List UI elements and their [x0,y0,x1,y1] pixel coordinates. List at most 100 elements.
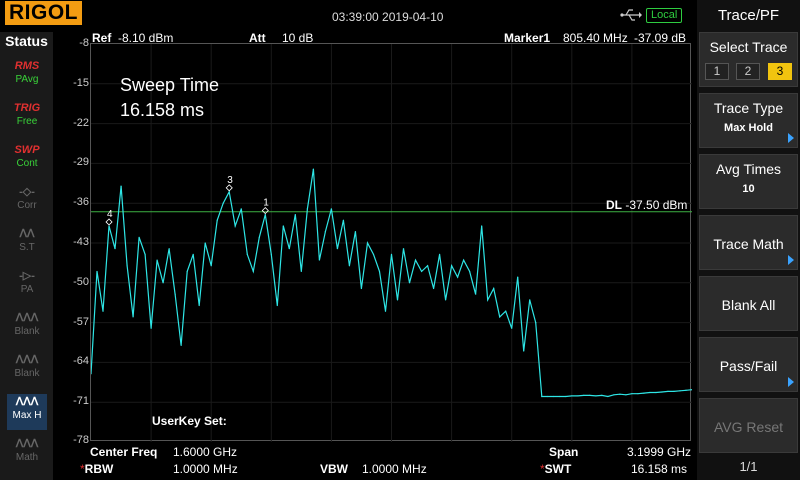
trace-point [102,310,104,312]
y-tick-label: -22 [73,117,89,129]
trace-point [601,394,603,396]
trace-point [204,242,206,244]
signal-track-status[interactable]: ᐱᐱ S.T [7,226,47,262]
avg-reset-button[interactable]: AVG Reset [699,398,798,453]
status-label: Cont [16,158,38,169]
trace-point [655,391,657,394]
trace-point [493,287,495,290]
trace-point [631,393,633,395]
submenu-arrow-icon [788,133,794,143]
preamp-status[interactable]: -▷- PA [7,268,47,304]
status-label: Max H [12,410,42,421]
trace-point [246,253,248,255]
status-label: PA [20,284,34,295]
spectrum-canvas: 1 3 4 [91,44,692,442]
trace-point [691,389,692,391]
trace-math-button[interactable]: Trace Math [699,215,798,270]
trace1-status[interactable]: ᐱᐱᐱ Blank [7,310,47,346]
corr-status[interactable]: -◇- Corr [7,184,47,220]
math-status[interactable]: ᐱᐱᐱ Math [7,436,47,472]
trace-point [312,168,314,170]
vbw-label: VBW [320,462,348,476]
trace-type-label: Trace Type [713,100,784,116]
trace-point [420,270,423,273]
blank-all-button[interactable]: Blank All [699,276,798,331]
trace-option-2[interactable]: 2 [736,63,760,80]
marker-label: Marker1 [504,31,551,45]
ref-label: Ref [92,31,112,45]
status-label: Corr [17,200,37,211]
marker-label: 4 [107,209,113,220]
rbw-value: 1.0000 MHz [173,462,238,476]
signal-track-icon: ᐱᐱ [19,228,35,240]
trace-option-3[interactable]: 3 [768,63,792,80]
trace-option-1[interactable]: 1 [705,63,729,80]
trace-point [613,394,615,396]
trace-point [457,276,459,278]
trace-point [186,270,188,273]
status-label: Blank [14,368,40,379]
trace-point [270,253,272,255]
trace-point [216,219,218,221]
trace-point [360,287,363,290]
trace-point [607,395,609,398]
trace-point [463,259,465,261]
trace-point [132,316,134,318]
trace-point [517,276,519,278]
ref-value: -8.10 dBm [118,31,174,45]
rms-pavg-status[interactable]: RMS PAvg [7,58,47,94]
trace-point [487,299,489,301]
y-tick-label: -36 [73,196,89,208]
status-label: PAvg [15,74,39,85]
y-tick-label: -64 [73,355,89,367]
trace-point [535,322,537,324]
y-tick-label: -15 [73,77,89,89]
trace-point [348,265,351,267]
trace-point [114,248,116,250]
trace-point [91,373,92,375]
sweep-status[interactable]: SWP Cont [7,142,47,178]
trace-point [679,390,681,392]
trace-point [444,299,447,301]
trace-point [438,253,441,255]
y-tick-label: -43 [73,236,89,248]
trace-point [222,202,224,204]
trace-point [541,395,543,398]
local-badge[interactable]: Local [646,8,683,23]
trace2-status[interactable]: ᐱᐱᐱ Blank [7,352,47,388]
trace-point [402,248,405,250]
trace-point [643,392,645,394]
span-label: Span [549,445,579,459]
select-trace-button[interactable]: Select Trace 1 2 3 [699,32,798,87]
trace-point [673,390,675,392]
trace-point [354,231,357,233]
trace-point [571,395,573,397]
trace-point [451,265,453,267]
trace-maxhold-icon: ᐱᐱᐱ [15,396,39,408]
status-label: Blank [14,326,40,337]
trace-point [511,327,513,329]
trace-point [234,225,236,227]
avg-times-button[interactable]: Avg Times 10 [699,154,798,209]
select-trace-label: Select Trace [709,39,788,55]
trace-point [559,395,561,398]
trace-type-button[interactable]: Trace Type Max Hold [699,93,798,148]
sweep-icon: SWP [14,144,40,156]
pass-fail-button[interactable]: Pass/Fail [699,337,798,392]
trace-point [583,394,585,396]
trace-point [366,242,369,244]
marker-diamond [261,207,269,215]
trig-status[interactable]: TRIG Free [7,100,47,136]
trace-point [685,389,687,391]
trace-point [589,394,591,396]
spectrum-plot[interactable]: 1 3 4 [90,43,692,442]
trace-point [330,208,332,210]
trace-point [210,265,212,267]
trace3-status[interactable]: ᐱᐱᐱ Max H [7,394,47,430]
trig-icon: TRIG [13,102,41,114]
trace-point [378,270,381,273]
trace-point [661,391,663,393]
display-line-label: DL -37.50 dBm [606,198,688,212]
status-label: S.T [19,242,35,253]
sweep-time-label: Sweep Time [120,75,220,95]
